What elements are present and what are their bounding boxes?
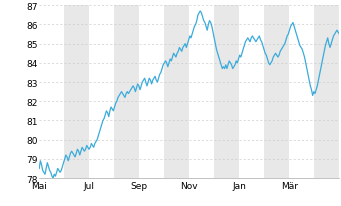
Bar	[164, 6, 189, 178]
Bar	[214, 6, 239, 178]
Bar	[264, 6, 289, 178]
Bar	[114, 6, 139, 178]
Bar	[64, 6, 89, 178]
Bar	[314, 6, 341, 178]
